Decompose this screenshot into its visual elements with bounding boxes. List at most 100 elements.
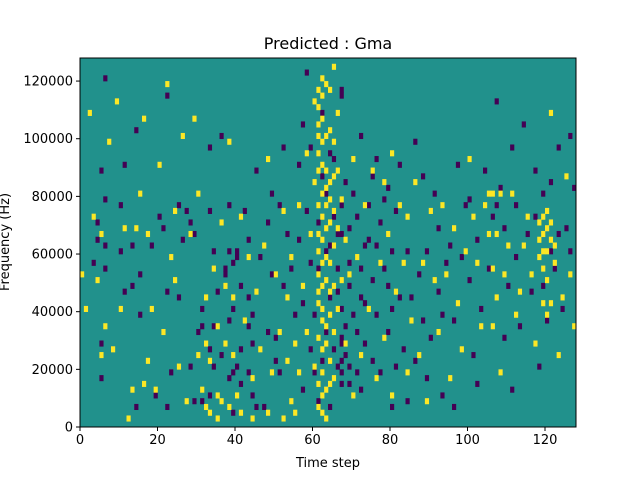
heatmap-cell-low: [231, 305, 236, 312]
heatmap-cell-high: [316, 403, 321, 411]
heatmap-cell-low: [207, 144, 213, 151]
heatmap-cell-low: [118, 248, 123, 255]
x-tick-label: 40: [227, 433, 244, 448]
heatmap-cell-high: [545, 248, 550, 255]
heatmap-cell-low: [281, 144, 286, 151]
heatmap-cell-low: [227, 317, 232, 324]
heatmap-cell-low: [556, 230, 561, 238]
heatmap-cell-high: [490, 265, 495, 272]
x-axis-ticks: 0 20 40 60 80 100 120: [76, 427, 557, 448]
heatmap-cell-low: [494, 202, 499, 209]
heatmap-cell-high: [258, 346, 263, 353]
heatmap-cell-high: [320, 282, 325, 289]
heatmap-cell-low: [405, 248, 410, 255]
heatmap-cell-low: [374, 156, 379, 163]
heatmap-cell-low: [184, 207, 189, 214]
heatmap-cell-high: [99, 230, 104, 238]
heatmap-cell-high: [250, 375, 255, 382]
heatmap-cell-low: [188, 363, 193, 370]
heatmap-cell-high: [324, 167, 329, 174]
heatmap-cell-high: [343, 236, 348, 243]
heatmap-cell-low: [421, 317, 426, 324]
heatmap-cell-high: [316, 104, 321, 111]
heatmap-cell-low: [339, 340, 344, 347]
heatmap-cell-low: [366, 202, 371, 209]
heatmap-cell-high: [122, 225, 127, 232]
heatmap-cell-low: [235, 248, 240, 255]
heatmap-cell-high: [316, 271, 321, 278]
heatmap-cell-high: [328, 196, 333, 203]
heatmap-cell-low: [219, 352, 224, 359]
heatmap-cell-high: [529, 271, 534, 278]
heatmap-cell-high: [223, 282, 228, 289]
heatmap-cell-high: [173, 277, 178, 284]
heatmap-cell-high: [320, 190, 325, 197]
heatmap-cell-low: [262, 403, 267, 411]
heatmap-cell-low: [246, 323, 251, 330]
heatmap-cell-low: [529, 288, 534, 295]
heatmap-cell-low: [436, 288, 441, 295]
heatmap-cell-high: [324, 277, 329, 284]
heatmap-cell-low: [231, 369, 236, 376]
heatmap-cell-high: [382, 334, 387, 341]
heatmap-cell-high: [541, 213, 546, 220]
heatmap-cell-high: [320, 346, 325, 353]
heatmap-cell-low: [514, 254, 519, 261]
heatmap-cell-low: [452, 317, 457, 324]
heatmap-cell-high: [138, 190, 143, 197]
heatmap-cell-high: [145, 230, 151, 238]
heatmap-cell-low: [409, 294, 414, 301]
heatmap-cell-high: [320, 138, 325, 145]
heatmap-cell-low: [455, 161, 461, 168]
heatmap-cell-high: [444, 271, 449, 278]
heatmap-cell-low: [347, 225, 352, 232]
heatmap-cell-high: [231, 294, 236, 301]
heatmap-cell-high: [479, 323, 484, 330]
heatmap-cell-low: [324, 328, 329, 336]
heatmap-cell-low: [366, 236, 371, 243]
heatmap-cell-high: [320, 161, 325, 168]
heatmap-cell-high: [328, 288, 333, 295]
y-tick-label: 120000: [23, 75, 73, 90]
heatmap-cell-high: [510, 190, 515, 197]
heatmap-cell-low: [510, 144, 515, 151]
heatmap-cell-high: [572, 323, 577, 330]
heatmap-cell-high: [316, 150, 321, 157]
heatmap-cell-high: [281, 207, 286, 214]
x-tick-label: 0: [76, 433, 84, 448]
heatmap-cell-low: [351, 311, 356, 318]
heatmap-cell-high: [506, 242, 511, 249]
heatmap-cell-high: [231, 352, 236, 359]
heatmap-cell-high: [173, 207, 178, 214]
heatmap-cell-low: [320, 357, 325, 364]
heatmap-cell-low: [122, 161, 127, 168]
heatmap-cell-low: [374, 242, 379, 249]
heatmap-cell-low: [227, 202, 232, 209]
heatmap-cell-high: [111, 346, 116, 353]
heatmap-cell-high: [339, 196, 344, 203]
heatmap-cell-high: [242, 317, 247, 324]
heatmap-cell-low: [343, 323, 348, 330]
heatmap-cell-low: [250, 311, 255, 318]
heatmap-cell-low: [188, 219, 193, 226]
heatmap-cell-low: [475, 380, 480, 387]
heatmap-cell-low: [467, 277, 472, 284]
heatmap-cell-low: [312, 311, 317, 318]
heatmap-cell-low: [130, 242, 135, 249]
heatmap-cell-high: [475, 259, 480, 266]
heatmap-cell-low: [176, 294, 182, 301]
heatmap-cell-high: [548, 236, 554, 243]
heatmap-cell-low: [328, 150, 333, 157]
heatmap-cell-high: [207, 409, 213, 416]
heatmap-cell-high: [393, 288, 399, 295]
heatmap-cell-high: [297, 369, 302, 376]
heatmap-cell-low: [568, 132, 573, 140]
heatmap-cell-low: [293, 311, 298, 318]
heatmap-cell-high: [467, 156, 472, 163]
heatmap-cell-high: [324, 340, 329, 347]
heatmap-cell-low: [227, 248, 232, 255]
heatmap-cell-low: [413, 357, 418, 364]
heatmap-cell-high: [324, 225, 329, 232]
heatmap-cell-high: [320, 369, 325, 376]
